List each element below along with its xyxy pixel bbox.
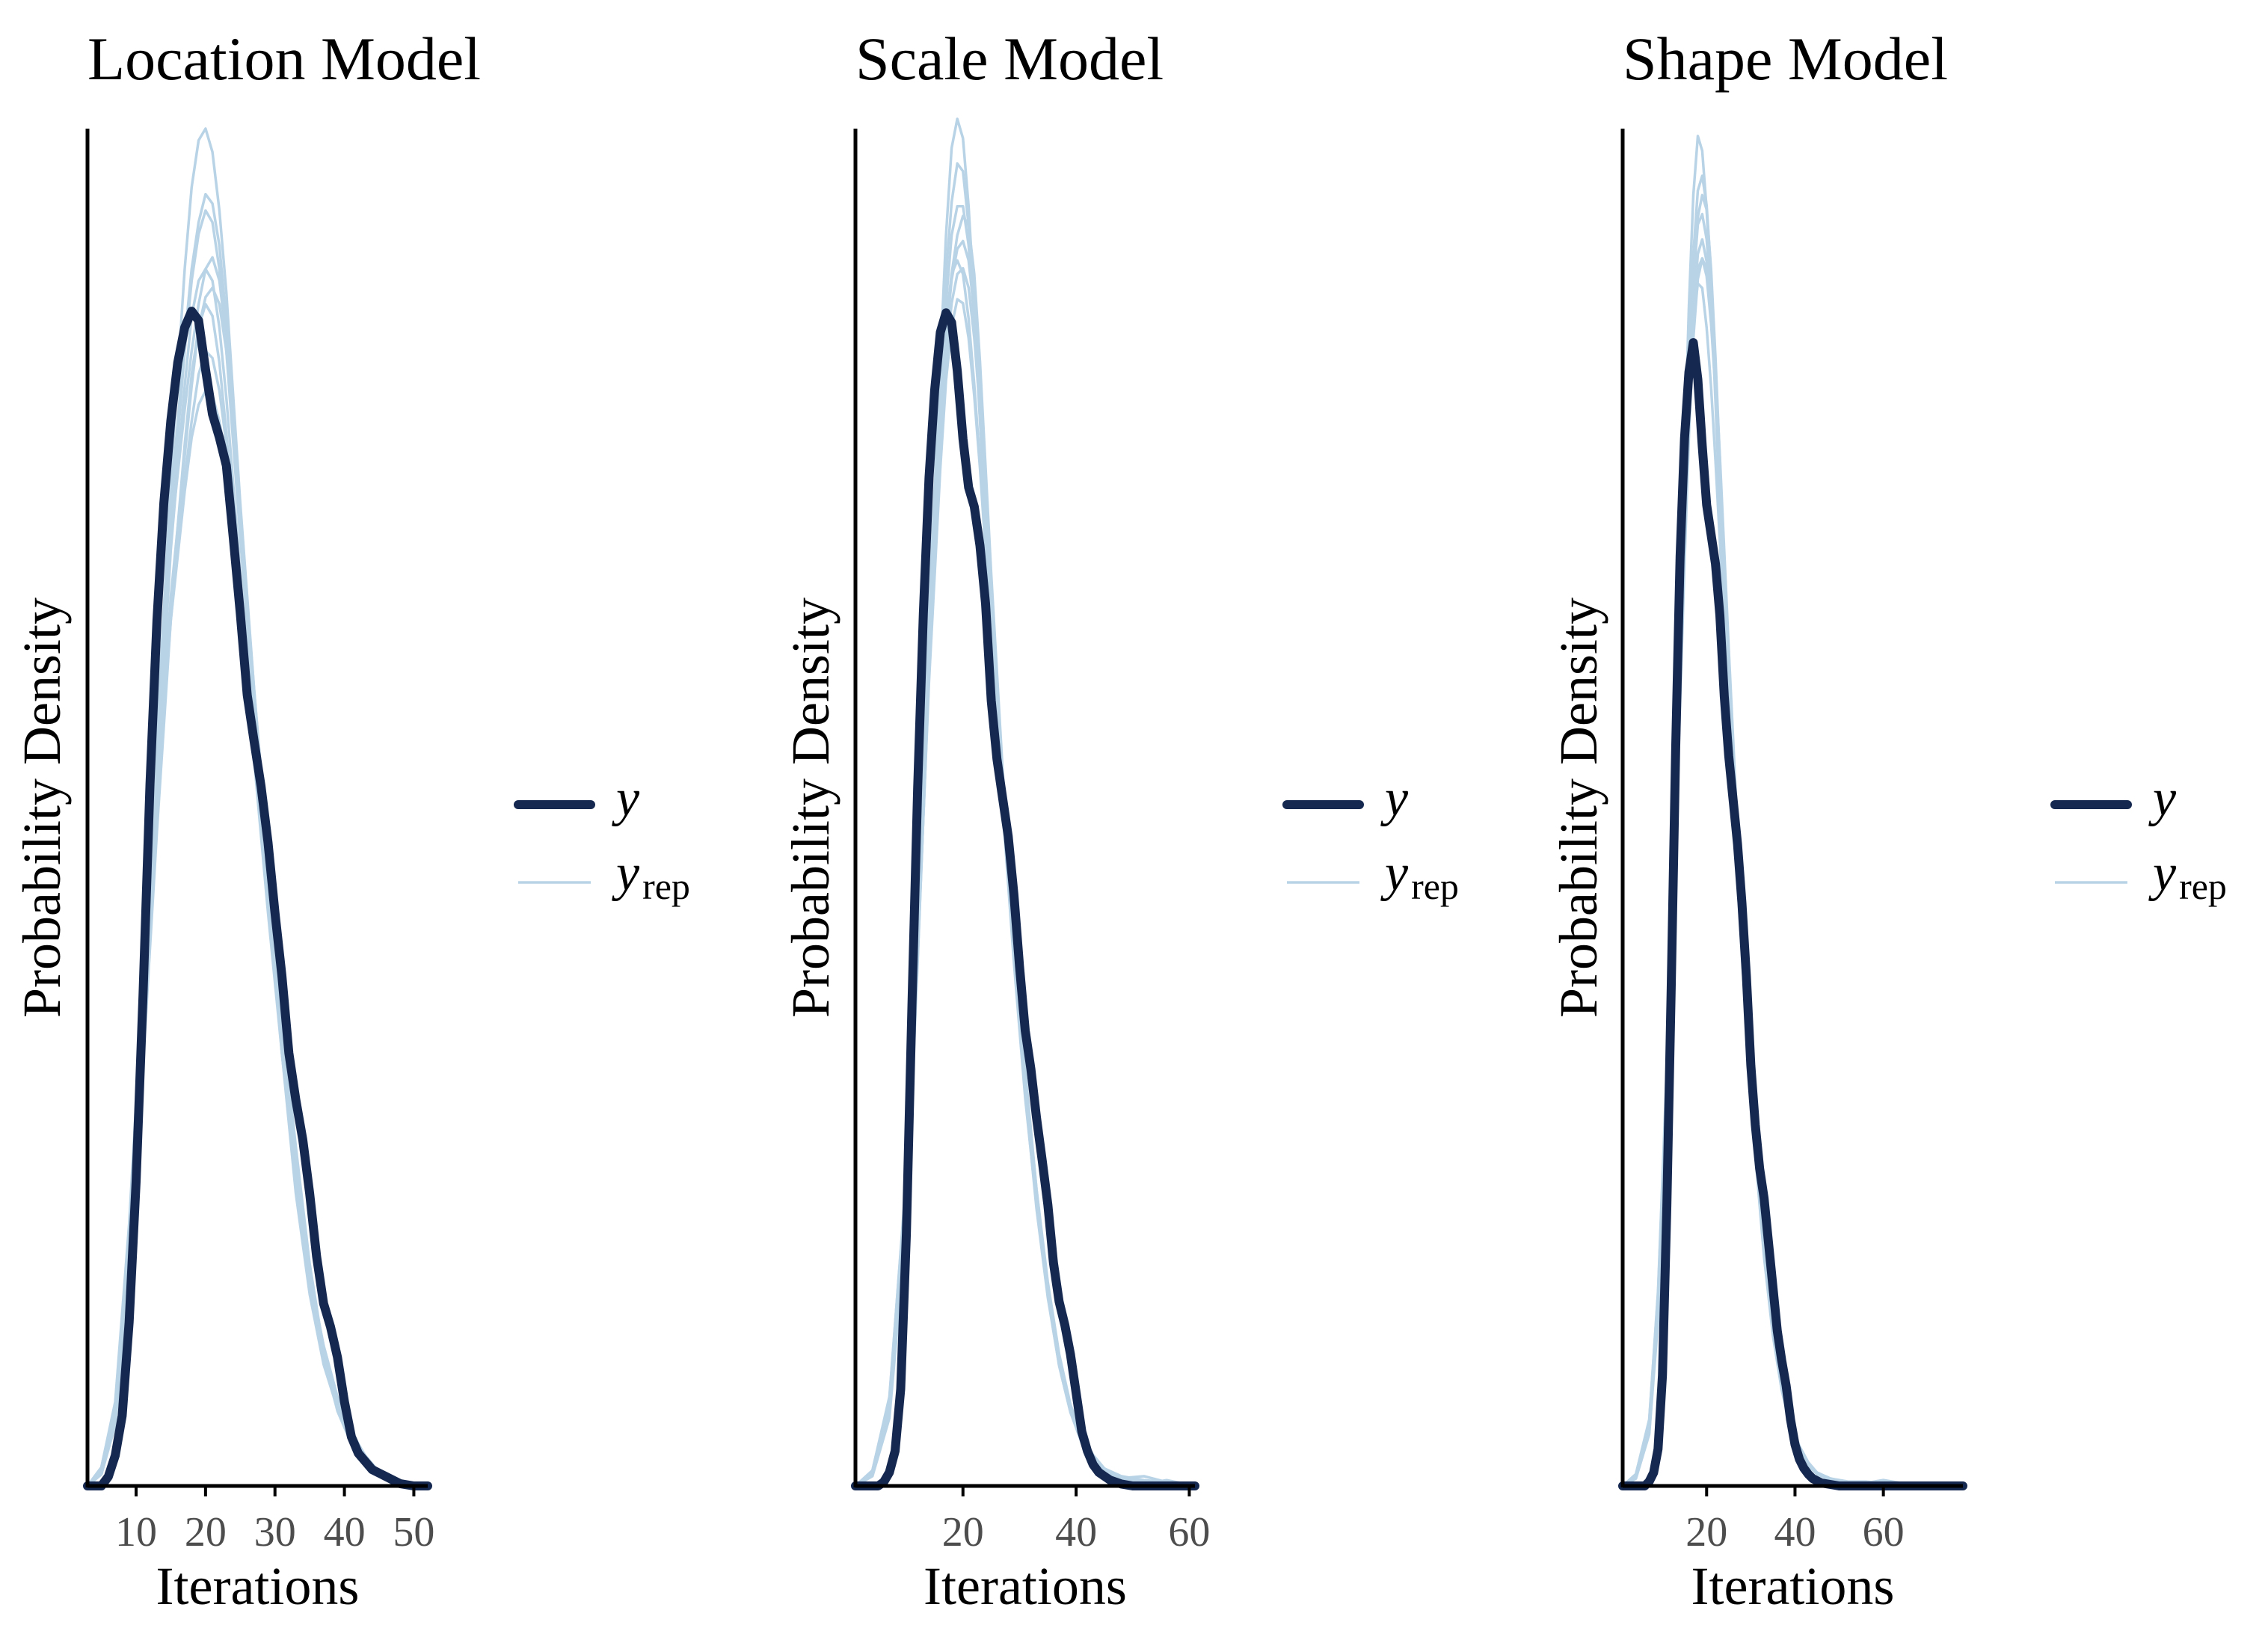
y-axis-label: Probability Density bbox=[781, 598, 840, 1018]
replicate-density-line bbox=[86, 389, 429, 1487]
x-tick-label: 50 bbox=[393, 1509, 434, 1555]
legend-yrep-subscript: rep bbox=[2179, 865, 2227, 907]
x-axis-label: Iterations bbox=[156, 1556, 360, 1616]
legend-label-y: y bbox=[2148, 770, 2177, 827]
panel-2: Scale Model 20 40 60 Iterations Probability D… bbox=[781, 25, 1459, 1616]
x-tick-label: 20 bbox=[942, 1509, 984, 1555]
x-tick-label: 30 bbox=[254, 1509, 296, 1555]
x-tick-label: 20 bbox=[1685, 1509, 1727, 1555]
legend-yrep-symbol: y bbox=[1380, 844, 1409, 902]
y-axis-label: Probability Density bbox=[1549, 598, 1608, 1018]
legend-label-yrep: yrep bbox=[2148, 844, 2227, 907]
replicate-density-line bbox=[854, 266, 1196, 1487]
x-tick-label: 40 bbox=[1055, 1509, 1097, 1555]
x-tick-label: 20 bbox=[185, 1509, 227, 1555]
legend-yrep-symbol: y bbox=[2148, 844, 2177, 902]
x-axis-label: Iterations bbox=[924, 1556, 1127, 1616]
observed-density-line bbox=[83, 307, 432, 1490]
replicate-density-line bbox=[86, 349, 429, 1487]
observed-density-line bbox=[1618, 338, 1967, 1490]
legend-yrep-subscript: rep bbox=[642, 865, 690, 907]
x-tick-label: 60 bbox=[1863, 1509, 1905, 1555]
panel-title: Scale Model bbox=[855, 25, 1164, 93]
legend-label-yrep: yrep bbox=[612, 844, 690, 907]
legend-label-y: y bbox=[1380, 770, 1409, 827]
legend-yrep-symbol: y bbox=[612, 844, 640, 902]
replicate-density-line bbox=[86, 209, 429, 1487]
x-axis-label: Iterations bbox=[1691, 1556, 1895, 1616]
y-axis-label: Probability Density bbox=[12, 598, 72, 1018]
x-tick-label: 40 bbox=[1774, 1509, 1816, 1555]
replicate-density-line bbox=[86, 302, 429, 1487]
replicate-density-line bbox=[86, 268, 429, 1487]
panel-title: Shape Model bbox=[1623, 25, 1948, 93]
legend-label-y: y bbox=[612, 770, 640, 827]
legend-label-yrep: yrep bbox=[1380, 844, 1459, 907]
panel-1: Location Model 10 20 30 40 50 Iterations Probab… bbox=[12, 25, 690, 1616]
replicate-density-line bbox=[86, 256, 429, 1487]
observed-density-line bbox=[851, 308, 1199, 1490]
replicate-density-line bbox=[86, 286, 429, 1487]
legend-yrep-subscript: rep bbox=[1411, 865, 1459, 907]
x-tick-label: 10 bbox=[115, 1509, 157, 1555]
replicate-density-line bbox=[86, 192, 429, 1487]
panel-title: Location Model bbox=[87, 25, 481, 93]
x-tick-label: 60 bbox=[1168, 1509, 1210, 1555]
x-tick-label: 40 bbox=[324, 1509, 366, 1555]
